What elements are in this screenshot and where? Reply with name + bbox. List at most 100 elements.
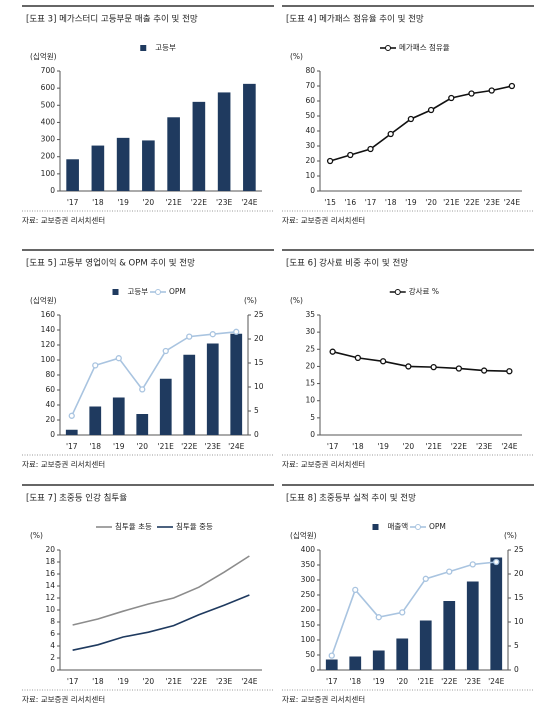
bar	[206, 343, 219, 435]
x-tick-label: '22E	[451, 442, 468, 451]
chart-title: [도표 7] 초중등 인강 침투율	[26, 493, 127, 504]
y-tick-label: 30	[305, 141, 315, 150]
marker	[446, 568, 453, 575]
x-tick-label: '22E	[181, 442, 198, 451]
marker	[399, 609, 406, 616]
y-tick-label: 0	[310, 665, 315, 674]
line	[72, 594, 250, 651]
x-tick-label: '19	[405, 198, 417, 207]
y-tick-label: 20	[45, 545, 55, 554]
marker	[186, 333, 193, 340]
legend-label: 고등부	[155, 43, 176, 52]
y-tick-label: 120	[41, 340, 56, 349]
source: 자료: 교보증권 리서치센터	[282, 694, 365, 704]
marker	[375, 614, 382, 621]
bar	[142, 140, 155, 191]
marker	[493, 558, 500, 566]
x-tick-label: '19	[117, 677, 129, 686]
x-tick-label: '24E	[228, 442, 245, 451]
marker	[448, 94, 455, 102]
bar	[66, 159, 79, 191]
y-tick-label: 60	[305, 96, 315, 105]
x-tick-label: '18	[349, 677, 361, 686]
bar	[217, 92, 231, 191]
x-tick-label: '17	[67, 198, 79, 207]
y2-tick-label: 15	[254, 358, 264, 367]
legend-label: 강사료 %	[409, 286, 439, 296]
marker	[92, 362, 99, 369]
y-tick-label: 60	[45, 385, 55, 394]
marker	[405, 363, 412, 370]
chart-title: [도표 3] 메가스터디 고등부문 매출 추이 및 전망	[26, 14, 198, 25]
chart-title: [도표 6] 강사료 비중 추이 및 전망	[286, 258, 408, 269]
y-tick-label: 700	[41, 66, 56, 75]
line	[72, 555, 250, 626]
y-tick-label: 12	[45, 593, 55, 602]
y-tick-label: 0	[310, 430, 315, 439]
line	[71, 331, 237, 417]
y-tick-label: 300	[301, 575, 316, 584]
y2-tick-label: 25	[254, 310, 264, 319]
x-tick-label: '18	[385, 198, 397, 207]
x-tick-label: '22E	[191, 677, 208, 686]
x-tick-label: '16	[344, 198, 356, 207]
y-tick-label: 14	[45, 581, 55, 590]
legend-label: 고등부	[128, 287, 149, 296]
marker	[427, 106, 435, 114]
x-tick-label: '21E	[418, 677, 435, 686]
x-tick-label: '19	[117, 198, 129, 207]
x-tick-label: '21E	[425, 442, 442, 451]
y-tick-label: 15	[305, 379, 315, 388]
y-tick-label: 25	[305, 344, 315, 353]
bar	[230, 333, 243, 435]
x-tick-label: '24E	[504, 198, 521, 207]
x-tick-label: '20	[143, 677, 155, 686]
y2-tick-label: 20	[514, 569, 524, 578]
y2-tick-label: 0	[514, 665, 519, 674]
y-axis-label: (십억원)	[30, 296, 57, 305]
x-tick-label: '20	[396, 677, 408, 686]
x-tick-label: '18	[92, 677, 104, 686]
x-tick-label: '21E	[165, 677, 182, 686]
legend-swatch	[372, 524, 379, 530]
y-tick-label: 40	[305, 126, 315, 135]
marker	[430, 363, 437, 371]
y-tick-label: 20	[45, 415, 55, 424]
x-tick-label: '17	[365, 198, 377, 207]
marker	[468, 90, 475, 97]
marker	[508, 82, 516, 90]
y-axis-label: (%)	[290, 52, 303, 61]
bar	[490, 557, 503, 670]
y-tick-label: 0	[310, 186, 315, 195]
y-tick-label: 140	[41, 325, 56, 334]
y-tick-label: 4	[50, 641, 55, 650]
legend-label: 매출액	[388, 521, 409, 531]
marker	[233, 328, 240, 335]
x-tick-label: '20	[403, 442, 415, 451]
marker	[387, 130, 394, 138]
y-tick-label: 100	[41, 169, 56, 178]
line	[330, 561, 497, 656]
bar	[419, 620, 432, 670]
marker	[139, 386, 146, 393]
legend-marker	[394, 289, 401, 295]
bar	[183, 354, 196, 435]
x-tick-label: '21E	[443, 198, 460, 207]
marker	[488, 87, 495, 94]
marker	[162, 347, 169, 355]
y-tick-label: 80	[45, 370, 55, 379]
x-tick-label: '24E	[241, 677, 258, 686]
marker	[115, 355, 122, 362]
y-tick-label: 50	[305, 111, 315, 120]
bar	[349, 656, 362, 670]
y-tick-label: 35	[305, 310, 315, 319]
legend-swatch	[140, 45, 147, 51]
x-tick-label: '23E	[216, 198, 233, 207]
x-tick-label: '22E	[463, 198, 480, 207]
source: 자료: 교보증권 리서치센터	[282, 215, 365, 225]
x-tick-label: '23E	[476, 442, 493, 451]
y-tick-label: 5	[310, 413, 315, 422]
x-tick-label: '21E	[158, 442, 175, 451]
y-tick-label: 400	[41, 117, 56, 126]
bar	[159, 378, 172, 435]
